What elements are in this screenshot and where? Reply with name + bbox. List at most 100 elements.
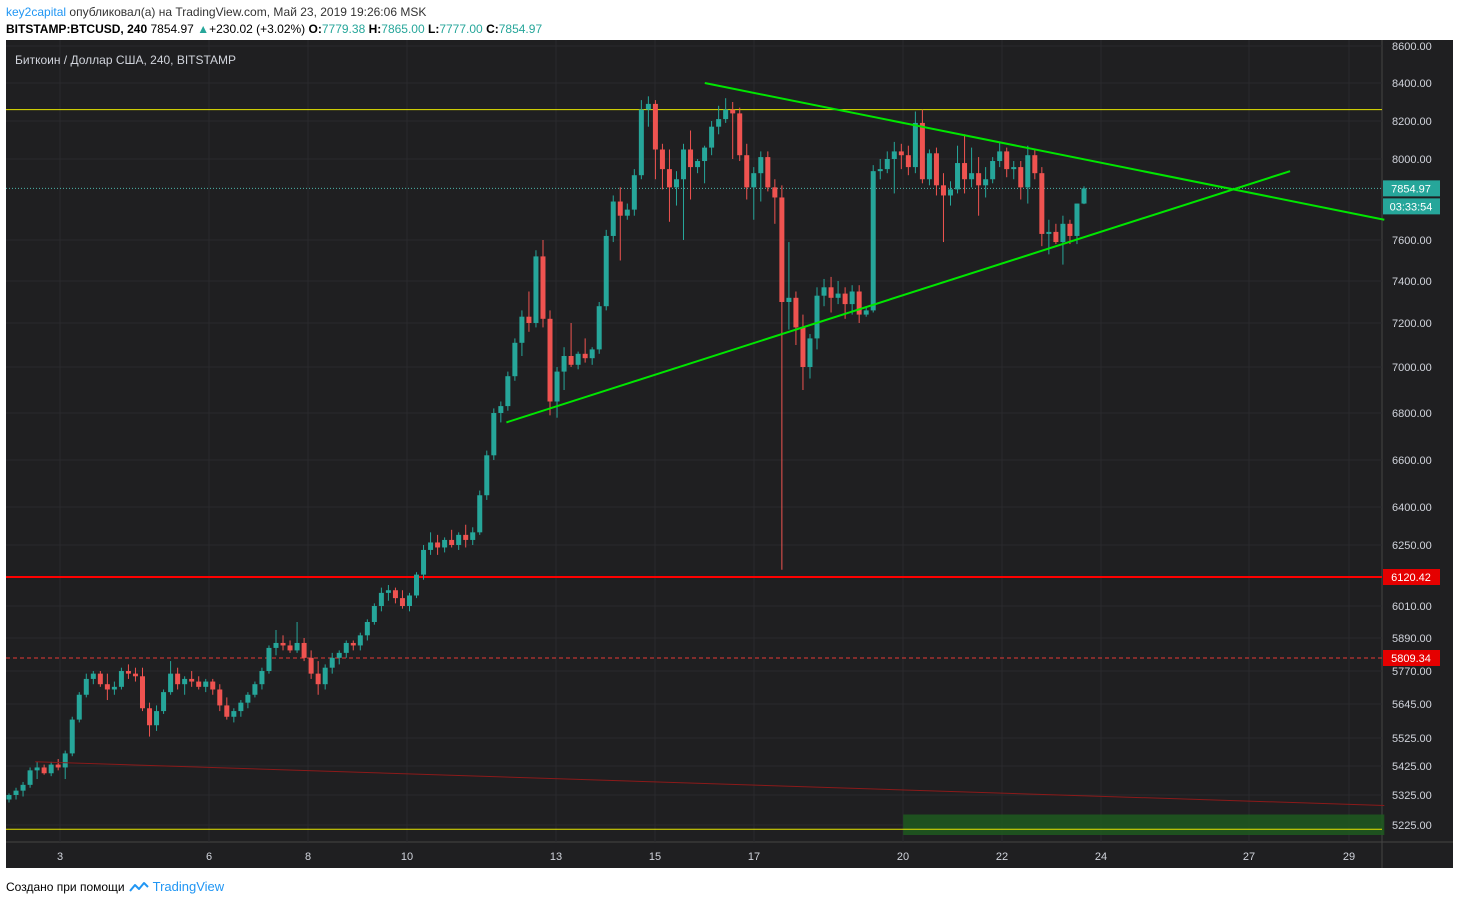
low-value: 7777.00 bbox=[439, 22, 483, 36]
candle-body bbox=[224, 705, 230, 717]
candle-body bbox=[245, 694, 251, 703]
candle-body bbox=[737, 113, 743, 156]
candle-body bbox=[280, 642, 286, 646]
candle-body bbox=[210, 681, 216, 690]
candle-body bbox=[793, 297, 799, 328]
candle-body bbox=[357, 635, 363, 646]
candle-body bbox=[681, 149, 687, 180]
price-tick-label: 6010.00 bbox=[1392, 601, 1432, 613]
candle-body bbox=[13, 790, 19, 795]
candle-body bbox=[217, 689, 223, 706]
price-label-box bbox=[1383, 198, 1440, 215]
candle-body bbox=[997, 151, 1003, 162]
candle-body bbox=[456, 534, 462, 545]
time-tick-label: 27 bbox=[1243, 851, 1255, 863]
candle-body bbox=[125, 671, 131, 674]
candle-body bbox=[603, 235, 609, 307]
candle-body bbox=[392, 590, 398, 599]
support-zone bbox=[903, 814, 1385, 835]
last-price: 7854.97 bbox=[150, 22, 194, 36]
candle-body bbox=[428, 542, 434, 550]
candle-body bbox=[519, 316, 525, 343]
candle-body bbox=[905, 155, 911, 168]
open-label: O: bbox=[308, 22, 322, 36]
candle-body bbox=[645, 103, 651, 110]
candle-body bbox=[526, 316, 532, 323]
symbol-label: BITSTAMP:BTCUSD, 240 bbox=[6, 22, 148, 36]
candle-body bbox=[779, 197, 785, 302]
candle-body bbox=[695, 161, 701, 168]
candle-body bbox=[709, 126, 715, 148]
candle-body bbox=[554, 371, 560, 402]
price-tick-label: 5325.00 bbox=[1392, 790, 1432, 802]
candle-body bbox=[765, 157, 771, 188]
time-tick-label: 13 bbox=[550, 851, 562, 863]
close-value: 7854.97 bbox=[498, 22, 543, 36]
candle-body bbox=[421, 549, 427, 575]
candles bbox=[6, 96, 1087, 803]
candle-body bbox=[168, 673, 174, 693]
price-tick-label: 7200.00 bbox=[1392, 318, 1432, 330]
tradingview-brand[interactable]: TradingView bbox=[152, 879, 225, 894]
candle-body bbox=[97, 673, 103, 685]
candle-body bbox=[231, 711, 237, 717]
candle-body bbox=[442, 539, 448, 548]
candle-body bbox=[470, 532, 476, 540]
footer: Создано при помощи TradingView bbox=[6, 879, 224, 894]
candle-body bbox=[350, 642, 356, 646]
up-arrow-icon: ▲ bbox=[197, 22, 210, 36]
price-labels: 7854.97 03:33:54 6120.42 5809.34 bbox=[1383, 180, 1440, 666]
candle-body bbox=[1011, 167, 1017, 170]
author-link[interactable]: key2capital bbox=[6, 5, 67, 19]
price-label-box bbox=[1383, 650, 1440, 666]
candle-body bbox=[189, 678, 195, 682]
candle-body bbox=[751, 173, 757, 188]
candle-body bbox=[617, 201, 623, 216]
candle-body bbox=[1039, 173, 1045, 234]
candle-body bbox=[336, 652, 342, 658]
price-axis: 8600.00 8400.00 8200.00 8000.00 7600.00 7400.… bbox=[1392, 41, 1432, 832]
candle-body bbox=[884, 159, 890, 170]
candle-body bbox=[463, 534, 469, 540]
candle-body bbox=[55, 764, 61, 768]
time-axis: 3 6 8 10 13 15 17 20 22 24 27 29 bbox=[57, 851, 1355, 863]
candle-body bbox=[688, 149, 694, 168]
candle-body bbox=[744, 155, 750, 188]
candle-body bbox=[786, 297, 792, 302]
candle-body bbox=[343, 642, 349, 653]
trendline bbox=[35, 761, 1385, 806]
candle-body bbox=[90, 673, 96, 679]
price-tick-label: 6400.00 bbox=[1392, 502, 1432, 514]
candle-body bbox=[196, 681, 202, 687]
candle-body bbox=[1046, 231, 1052, 234]
candle-body bbox=[329, 657, 335, 668]
candle-body bbox=[631, 175, 637, 210]
price-tick-label: 5890.00 bbox=[1392, 633, 1432, 645]
time-tick-label: 20 bbox=[897, 851, 909, 863]
candle-body bbox=[364, 622, 370, 636]
candle-body bbox=[62, 753, 68, 768]
plot-background bbox=[6, 40, 1382, 842]
time-tick-label: 3 bbox=[57, 851, 63, 863]
candle-body bbox=[498, 406, 504, 413]
price-tick-label: 5770.00 bbox=[1392, 666, 1432, 678]
candle-body bbox=[828, 287, 834, 298]
candle-body bbox=[568, 356, 574, 365]
candle-body bbox=[814, 295, 820, 339]
candle-body bbox=[6, 795, 12, 800]
candle-body bbox=[20, 784, 26, 791]
time-tick-label: 15 bbox=[649, 851, 661, 863]
candle-body bbox=[673, 179, 679, 188]
candle-body bbox=[182, 678, 188, 685]
price-tick-label: 6600.00 bbox=[1392, 455, 1432, 467]
candle-body bbox=[308, 657, 314, 674]
candle-body bbox=[1032, 155, 1038, 174]
price-tick-label: 5425.00 bbox=[1392, 761, 1432, 773]
close-label: C: bbox=[486, 22, 499, 36]
candle-body bbox=[561, 356, 567, 372]
candle-body bbox=[540, 256, 546, 319]
price-tick-label: 8000.00 bbox=[1392, 154, 1432, 166]
candle-body bbox=[259, 671, 265, 685]
price-tick-label: 5645.00 bbox=[1392, 699, 1432, 711]
